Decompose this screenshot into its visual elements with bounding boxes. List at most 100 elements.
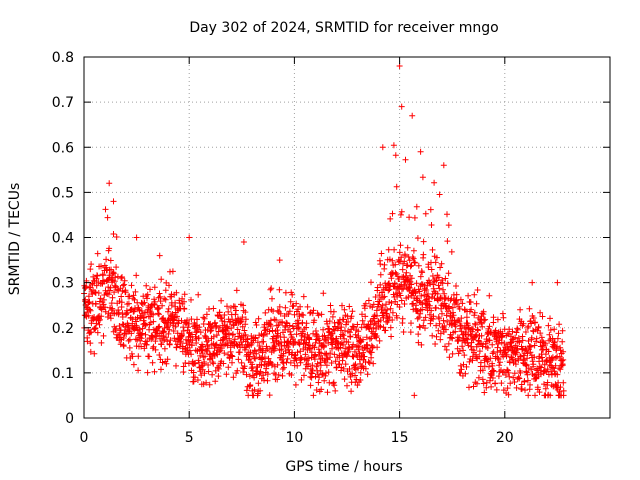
data-point — [498, 380, 505, 387]
data-point — [282, 304, 289, 311]
data-point — [192, 374, 198, 381]
data-point — [159, 302, 166, 309]
data-point — [481, 317, 488, 324]
data-point — [173, 344, 180, 351]
data-point — [323, 350, 330, 357]
data-point — [429, 246, 436, 253]
data-point — [119, 288, 126, 295]
data-point — [120, 343, 127, 350]
data-point — [541, 381, 547, 388]
data-point — [452, 328, 459, 335]
data-point — [225, 364, 232, 371]
data-point — [164, 356, 171, 363]
data-point — [523, 368, 530, 375]
data-point — [177, 339, 184, 346]
data-point — [286, 308, 293, 315]
data-point — [241, 363, 248, 370]
data-point — [490, 314, 497, 321]
data-point — [542, 340, 549, 347]
data-point — [437, 264, 444, 271]
data-point — [293, 300, 300, 307]
data-point — [267, 286, 274, 293]
data-point — [362, 313, 369, 320]
data-point — [318, 386, 325, 393]
data-point — [232, 303, 238, 310]
data-point — [212, 367, 219, 374]
data-point — [320, 290, 327, 297]
data-point — [389, 210, 396, 217]
data-point — [396, 304, 403, 310]
data-point — [135, 367, 142, 374]
data-point — [436, 320, 443, 327]
data-point — [227, 344, 234, 351]
data-point — [440, 162, 447, 169]
data-point — [231, 336, 238, 343]
data-point — [349, 308, 356, 315]
data-point — [465, 342, 472, 349]
data-point — [90, 273, 97, 280]
x-tick-label: 5 — [185, 430, 194, 446]
data-point — [294, 349, 301, 356]
data-point — [407, 263, 414, 270]
data-point — [408, 275, 415, 282]
data-point — [110, 231, 117, 237]
y-tick-label: 0.2 — [52, 321, 74, 337]
data-point — [527, 381, 533, 388]
data-point — [361, 305, 368, 312]
data-point — [337, 320, 343, 327]
data-point — [478, 332, 485, 339]
data-point — [397, 211, 404, 218]
data-point — [341, 376, 348, 383]
data-point — [324, 389, 331, 396]
data-point — [156, 290, 163, 297]
data-point — [431, 295, 438, 302]
data-point — [223, 371, 230, 378]
data-point — [348, 313, 355, 320]
data-point — [162, 287, 169, 294]
data-point — [530, 315, 537, 321]
data-point — [371, 320, 378, 326]
data-point — [556, 353, 563, 360]
data-point — [458, 366, 465, 373]
x-axis-label: GPS time / hours — [285, 459, 402, 475]
data-point — [453, 291, 460, 298]
data-point — [174, 330, 181, 337]
data-point — [533, 338, 540, 345]
data-point — [130, 292, 137, 299]
data-point — [466, 384, 472, 391]
data-point — [467, 299, 474, 306]
data-point — [279, 372, 286, 379]
data-point — [224, 303, 230, 310]
data-point — [180, 363, 187, 370]
data-point — [203, 338, 210, 345]
data-point — [330, 326, 337, 333]
data-point — [230, 331, 236, 338]
data-point — [88, 261, 95, 268]
data-point — [234, 326, 241, 333]
data-point — [151, 298, 158, 305]
data-point — [275, 330, 281, 337]
data-point — [126, 344, 133, 351]
data-point — [349, 353, 356, 360]
data-point — [463, 314, 470, 321]
data-point — [525, 323, 532, 330]
data-point — [229, 316, 236, 323]
data-point — [238, 359, 245, 366]
data-point — [196, 324, 203, 331]
data-point — [397, 242, 404, 249]
data-point — [87, 348, 94, 355]
data-point — [552, 362, 559, 369]
data-point — [274, 307, 281, 314]
data-point — [448, 334, 455, 341]
data-point — [201, 370, 208, 377]
data-point — [275, 372, 282, 378]
data-point — [495, 356, 502, 362]
data-point — [486, 337, 493, 344]
data-point — [309, 367, 316, 374]
data-point — [494, 333, 501, 340]
data-point — [220, 334, 227, 341]
data-point — [429, 273, 436, 279]
data-point — [366, 335, 373, 342]
data-point — [327, 302, 334, 309]
